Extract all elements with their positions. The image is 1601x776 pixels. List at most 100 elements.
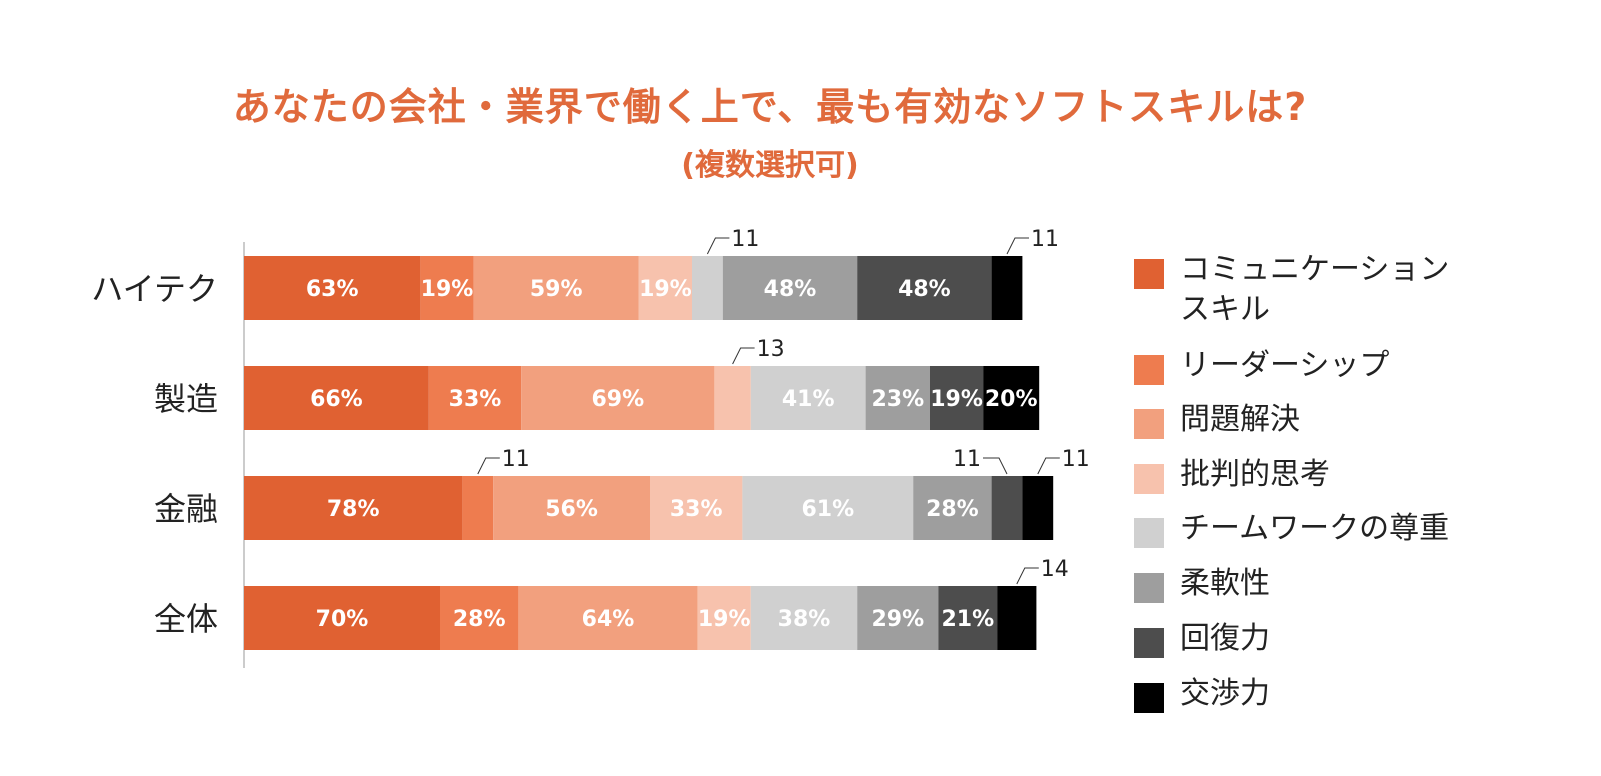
data-label: 41% (782, 387, 835, 412)
bar-segment (462, 476, 494, 540)
data-label: 11 (731, 227, 759, 252)
legend-item: 柔軟性 (1134, 564, 1480, 604)
data-label: 64% (582, 607, 635, 632)
bar-segment (473, 256, 639, 320)
callout-line (1016, 567, 1039, 585)
category-label: 金融 (154, 490, 218, 528)
bar-segment (521, 366, 715, 430)
data-label: 59% (530, 277, 583, 302)
legend-label: 交渉力 (1180, 676, 1270, 711)
bar-segment (650, 476, 743, 540)
data-label: 48% (898, 277, 951, 302)
legend-item: 問題解決 (1134, 400, 1480, 440)
bar-segment (857, 586, 939, 650)
callout-line (1037, 457, 1060, 475)
data-label: 23% (871, 387, 924, 412)
data-label: 19% (930, 387, 983, 412)
data-label: 20% (985, 387, 1038, 412)
legend-item: リーダーシップ (1134, 346, 1480, 386)
legend-swatch (1134, 628, 1164, 658)
bar-segment (742, 476, 914, 540)
bar-segment (991, 476, 1023, 540)
bar-segment (697, 586, 751, 650)
bar-segment (493, 476, 650, 540)
bar-segment (440, 586, 519, 650)
data-label: 33% (670, 497, 723, 522)
data-label: 48% (764, 277, 817, 302)
bar-segment (722, 256, 858, 320)
bar-segment (638, 256, 692, 320)
bar-segment (913, 476, 992, 540)
legend-item: チームワークの尊重 (1134, 509, 1480, 549)
bar-segment (428, 366, 522, 430)
data-label: 70% (316, 607, 369, 632)
bar-segment (983, 366, 1040, 430)
legend-item: 交渉力 (1134, 674, 1480, 714)
category-label: 製造 (154, 380, 218, 418)
data-label: 19% (639, 277, 692, 302)
legend-swatch (1134, 355, 1164, 385)
category-label: 全体 (154, 600, 218, 638)
bar-segment (750, 366, 866, 430)
data-label: 13 (757, 337, 785, 362)
bar-segment (750, 586, 858, 650)
bar-segment (857, 256, 992, 320)
legend-item: コミュニケーション スキル (1134, 250, 1480, 330)
data-label: 28% (453, 607, 506, 632)
bar-segment (244, 256, 421, 320)
bar-segment (420, 256, 474, 320)
bar-segment (714, 366, 751, 430)
chart-title: あなたの会社・業界で働く上で、最も有効なソフトスキルは? (232, 85, 1308, 129)
legend-label: チームワークの尊重 (1180, 511, 1450, 546)
callout-line (1006, 237, 1029, 255)
legend-label: コミュニケーション スキル (1180, 252, 1450, 327)
data-label: 21% (941, 607, 994, 632)
bar-segment (997, 586, 1037, 650)
data-label: 63% (306, 277, 359, 302)
legend-item: 回復力 (1134, 619, 1480, 659)
callout-line (477, 457, 500, 475)
data-label: 69% (591, 387, 644, 412)
bar-segment (991, 256, 1023, 320)
data-label: 11 (1062, 447, 1090, 472)
bar-segment (244, 366, 429, 430)
bar-segment (244, 476, 463, 540)
bar-segment (930, 366, 984, 430)
data-label: 28% (926, 497, 979, 522)
bar-segment (865, 366, 930, 430)
data-label: 66% (310, 387, 363, 412)
data-label: 11 (1031, 227, 1059, 252)
callout-line (706, 237, 730, 255)
legend-label: 回復力 (1180, 621, 1270, 656)
legend-swatch (1134, 409, 1164, 439)
callout-line (983, 457, 1008, 475)
legend-label: 柔軟性 (1180, 566, 1270, 601)
legend-label: 批判的思考 (1180, 457, 1330, 492)
bar-segment (938, 586, 998, 650)
legend-label: 問題解決 (1180, 402, 1300, 437)
data-label: 11 (953, 447, 981, 472)
data-label: 11 (502, 447, 530, 472)
data-label: 14 (1041, 557, 1069, 582)
bar-segment (692, 256, 723, 320)
chart-subtitle: (複数選択可) (681, 148, 859, 183)
legend-swatch (1134, 683, 1164, 713)
legend-label: リーダーシップ (1180, 348, 1390, 383)
callout-line (732, 347, 755, 365)
legend-swatch (1134, 573, 1164, 603)
data-label: 78% (327, 497, 380, 522)
bar-segment (244, 586, 440, 650)
data-label: 19% (698, 607, 751, 632)
bar-segment (518, 586, 698, 650)
category-label: ハイテク (91, 270, 218, 308)
legend-swatch (1134, 518, 1164, 548)
data-label: 29% (871, 607, 924, 632)
data-label: 38% (778, 607, 831, 632)
legend-swatch (1134, 464, 1164, 494)
data-label: 56% (545, 497, 598, 522)
bar-segment (1022, 476, 1054, 540)
legend-swatch (1134, 259, 1164, 289)
data-label: 61% (801, 497, 854, 522)
data-label: 33% (449, 387, 502, 412)
